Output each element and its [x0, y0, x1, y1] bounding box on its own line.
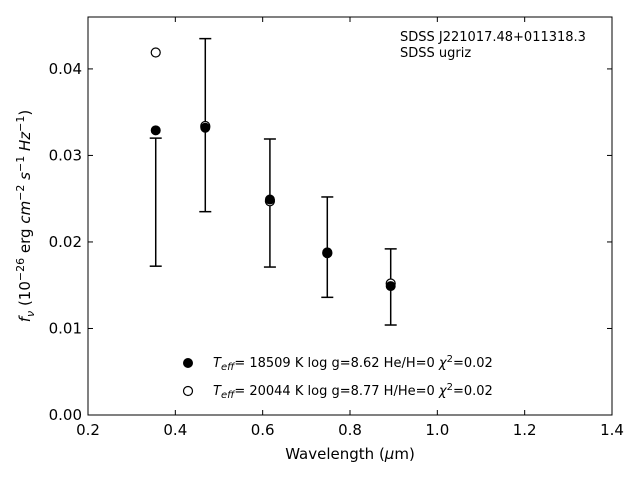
x-tick-label: 1.2: [513, 421, 537, 439]
x-tick-label: 1.4: [600, 421, 624, 439]
x-tick-label: 0.8: [338, 421, 362, 439]
point-filled-model: [150, 125, 161, 136]
y-tick-label: 0.03: [49, 146, 82, 164]
legend-marker-filled: [183, 358, 193, 368]
legend: Teff= 18509 K log g=8.62 He/H=0 χ2=0.02 …: [182, 354, 493, 401]
legend-marker-open: [182, 385, 194, 397]
x-tick-label: 0.6: [251, 421, 275, 439]
point-filled-model: [264, 194, 275, 205]
annotation-photometry: SDSS ugriz: [400, 46, 471, 61]
annotation-object-name: SDSS J221017.48+011318.3: [400, 30, 586, 45]
point-filled-model: [385, 281, 396, 292]
y-tick-label: 0.01: [49, 319, 82, 337]
x-tick-label: 0.2: [76, 421, 100, 439]
point-filled-model: [322, 247, 333, 258]
y-tick-label: 0.02: [49, 233, 82, 251]
y-axis-label: fν (10−26 erg cm−2 s−1 Hz−1): [14, 110, 37, 323]
point-filled-model: [200, 122, 211, 133]
y-tick-label: 0.04: [49, 60, 82, 78]
x-tick-label: 0.4: [163, 421, 187, 439]
y-tick-label: 0.00: [49, 406, 82, 424]
legend-label-2: Teff= 20044 K log g=8.77 H/He=0 χ2=0.02: [213, 382, 493, 401]
point-open-model: [150, 47, 161, 58]
x-axis-label: Wavelength (μm): [285, 445, 415, 463]
x-tick-label: 1.0: [425, 421, 449, 439]
legend-label-1: Teff= 18509 K log g=8.62 He/H=0 χ2=0.02: [213, 354, 493, 373]
